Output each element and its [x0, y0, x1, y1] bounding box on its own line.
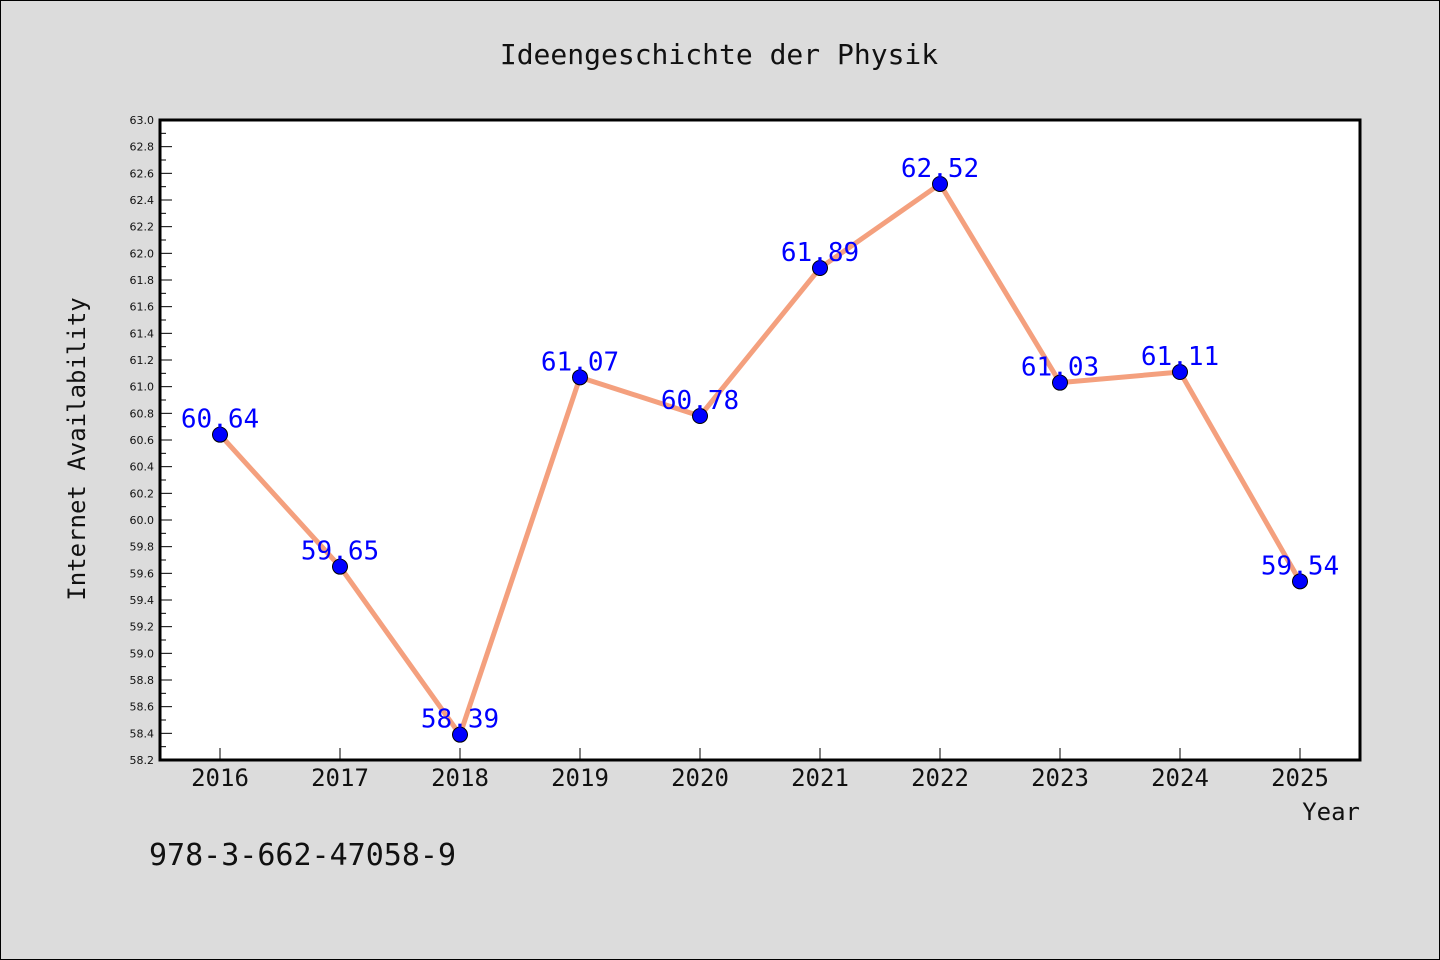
data-point-label: 60.78	[661, 386, 739, 416]
data-labels: 60.64 59.65 58.39 61.07 60.78 61.89 62.52 61.03…	[181, 154, 1339, 735]
y-tick-label: 58.2	[130, 754, 155, 767]
data-point-label: 58.39	[421, 705, 499, 735]
data-point-marker	[692, 408, 708, 424]
data-point-label: 61.89	[781, 238, 859, 268]
x-tick-label: 2025	[1271, 764, 1329, 792]
x-tick-label: 2018	[431, 764, 489, 792]
data-point-marker	[1172, 364, 1188, 380]
y-tick-label: 61.0	[130, 381, 155, 394]
y-tick-label: 61.8	[130, 274, 155, 287]
data-point-marker	[212, 426, 228, 443]
y-tick-label: 62.2	[130, 221, 155, 234]
data-point-marker	[812, 260, 828, 276]
y-tick-label: 61.4	[130, 327, 155, 340]
series-line	[217, 181, 1303, 738]
x-tick-label: 2021	[791, 764, 849, 792]
x-tick-label: 2017	[311, 764, 369, 792]
y-axis-ticks: 58.2 58.4 58.6 58.8 59.0 59.2 59.4 59.6 59.8 60.0…	[130, 114, 172, 767]
y-tick-label: 63.0	[130, 114, 155, 127]
y-tick-label: 62.0	[130, 247, 155, 260]
x-tick-label: 2016	[191, 764, 249, 792]
y-tick-label: 60.0	[130, 514, 155, 527]
data-point-label: 61.07	[541, 347, 619, 377]
series-line-group	[217, 181, 1303, 738]
y-tick-label: 58.6	[130, 701, 155, 714]
data-point-marker	[332, 558, 348, 575]
data-point-label: 59.65	[301, 537, 379, 567]
y-tick-label: 60.8	[130, 407, 155, 420]
y-tick-label: 58.8	[130, 674, 155, 687]
y-tick-label: 59.2	[130, 621, 155, 634]
data-point-marker	[1052, 374, 1068, 391]
plot-area	[158, 118, 1362, 762]
y-tick-label: 60.6	[130, 434, 155, 447]
x-axis-ticks: 2016 2017 2018 2019 2020 2021 2022 2023 2024 2025	[191, 748, 1329, 792]
y-tick-label: 62.4	[130, 194, 155, 207]
y-tick-label: 59.8	[130, 541, 155, 554]
x-tick-label: 2020	[671, 764, 729, 792]
y-tick-label: 62.6	[130, 167, 155, 180]
y-tick-label: 61.2	[130, 354, 155, 367]
y-tick-label: 60.2	[130, 487, 155, 500]
chart-title: Ideengeschichte der Physik	[500, 38, 938, 71]
y-tick-label: 59.0	[130, 647, 155, 660]
y-axis-label: Internet Availability	[63, 297, 91, 600]
x-axis-label: Year	[1302, 798, 1360, 826]
y-tick-label: 62.8	[130, 141, 155, 154]
y-tick-label: 58.4	[130, 727, 155, 740]
y-tick-label: 60.4	[130, 461, 155, 474]
data-point-label: 62.52	[901, 154, 979, 184]
data-point-label: 61.11	[1141, 342, 1219, 372]
data-point-marker	[932, 176, 948, 192]
y-tick-label: 61.6	[130, 301, 155, 314]
data-point-label: 59.54	[1261, 551, 1339, 581]
y-tick-label: 59.6	[130, 567, 155, 580]
data-markers	[212, 176, 1308, 743]
x-tick-label: 2023	[1031, 764, 1089, 792]
data-point-marker	[572, 369, 588, 386]
data-point-marker	[1292, 573, 1308, 590]
data-point-label: 61.03	[1021, 353, 1099, 383]
data-point-marker	[452, 726, 468, 743]
y-tick-label: 59.4	[130, 594, 155, 607]
data-point-label: 60.64	[181, 405, 259, 435]
x-tick-label: 2019	[551, 764, 609, 792]
isbn-annotation: 978-3-662-47058-9	[149, 838, 456, 873]
x-tick-label: 2024	[1151, 764, 1209, 792]
x-tick-label: 2022	[911, 764, 969, 792]
